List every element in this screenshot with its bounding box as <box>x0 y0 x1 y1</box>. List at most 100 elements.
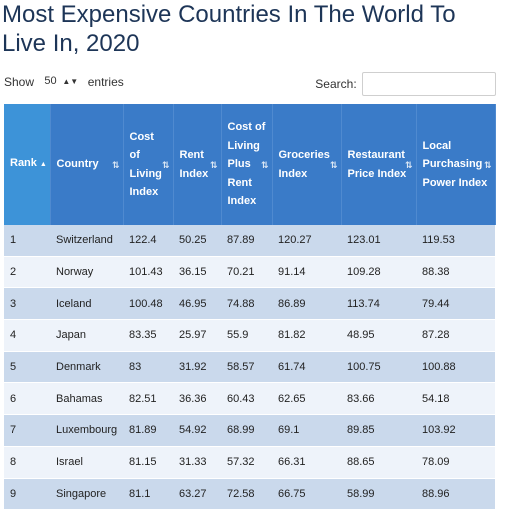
sort-both-icon: ⇅ <box>161 160 170 170</box>
page-length-select[interactable]: 50 ▲▼ <box>41 74 81 90</box>
table-cell: 58.57 <box>221 351 272 384</box>
table-row: 3 Iceland 100.48 46.95 74.88 86.89 113.74 79.44 <box>4 287 495 321</box>
select-arrows-icon: ▲▼ <box>62 77 79 87</box>
column-header-label: Cost of Living Plus Rent Index <box>227 121 266 208</box>
countries-table: Rank ▲ Country ⇅ Cost of Living Index ⇅ Rent I… <box>4 104 496 510</box>
table-cell: Luxembourg <box>50 414 123 447</box>
column-header-label: Restaurant Price Index <box>347 149 407 180</box>
table-cell: 60.43 <box>221 382 272 416</box>
table-cell: 62.65 <box>272 382 341 416</box>
table-cell: 36.15 <box>173 256 221 289</box>
table-cell: 119.53 <box>416 225 495 257</box>
table-cell: 81.15 <box>123 446 173 479</box>
table-cell: 88.96 <box>416 478 495 510</box>
table-cell: 83.35 <box>123 319 173 352</box>
table-cell: 72.58 <box>221 478 272 510</box>
column-header[interactable]: Cost of Living Index ⇅ <box>123 104 174 225</box>
table-cell: 7 <box>4 414 50 447</box>
column-header[interactable]: Rent Index ⇅ <box>173 104 222 225</box>
table-cell: 103.92 <box>416 414 495 447</box>
table-row: 5 Denmark 83 31.92 58.57 61.74 100.75 100.88 <box>4 351 495 384</box>
table-cell: 79.44 <box>416 287 495 321</box>
table-cell: 88.38 <box>416 256 495 289</box>
table-cell: 54.18 <box>416 382 495 416</box>
table-cell: Switzerland <box>50 225 123 257</box>
column-header-label: Local Purchasing Power Index <box>422 139 488 189</box>
column-header[interactable]: Country ⇅ <box>50 104 124 225</box>
table-cell: Japan <box>50 319 123 352</box>
sort-both-icon: ⇅ <box>329 160 338 170</box>
table-cell: 70.21 <box>221 256 272 289</box>
table-cell: 8 <box>4 446 50 479</box>
table-cell: 81.82 <box>272 319 341 352</box>
table-cell: 6 <box>4 382 50 416</box>
table-cell: 55.9 <box>221 319 272 352</box>
table-cell: 74.88 <box>221 287 272 321</box>
table-cell: 61.74 <box>272 351 341 384</box>
table-body: 1 Switzerland 122.4 50.25 87.89 120.27 123.01 1… <box>4 225 495 510</box>
table-cell: 50.25 <box>173 225 221 257</box>
table-cell: 25.97 <box>173 319 221 352</box>
table-cell: 5 <box>4 351 50 384</box>
table-cell: 87.28 <box>416 319 495 352</box>
sort-both-icon: ⇅ <box>209 160 218 170</box>
table-cell: 86.89 <box>272 287 341 321</box>
table-cell: 36.36 <box>173 382 221 416</box>
entries-label: entries <box>87 74 124 89</box>
column-header[interactable]: Groceries Index ⇅ <box>272 104 342 225</box>
table-cell: 100.75 <box>341 351 416 384</box>
show-label: Show <box>4 74 35 89</box>
table-cell: 57.32 <box>221 446 272 479</box>
search-control: Search: <box>315 72 496 96</box>
table-cell: 66.31 <box>272 446 341 479</box>
table-cell: 66.75 <box>272 478 341 510</box>
table-cell: 63.27 <box>173 478 221 510</box>
table-cell: 3 <box>4 287 50 321</box>
sort-both-icon: ⇅ <box>404 160 413 170</box>
column-header-label: Cost of Living Index <box>129 130 162 199</box>
table-cell: 48.95 <box>341 319 416 352</box>
table-cell: 9 <box>4 478 50 510</box>
table-cell: 31.33 <box>173 446 221 479</box>
table-cell: 2 <box>4 256 50 289</box>
table-row: 4 Japan 83.35 25.97 55.9 81.82 48.95 87.28 <box>4 319 495 352</box>
table-cell: Singapore <box>50 478 123 510</box>
search-input[interactable] <box>362 72 496 96</box>
table-cell: 101.43 <box>123 256 173 289</box>
table-cell: 123.01 <box>341 225 416 257</box>
table-row: 9 Singapore 81.1 63.27 72.58 66.75 58.99 88.96 <box>4 478 495 510</box>
table-cell: Denmark <box>50 351 123 384</box>
table-cell: Bahamas <box>50 382 123 416</box>
table-cell: 100.88 <box>416 351 495 384</box>
search-label: Search: <box>315 77 357 91</box>
table-cell: Iceland <box>50 287 123 321</box>
table-cell: 69.1 <box>272 414 341 447</box>
table-cell: 100.48 <box>123 287 173 321</box>
table-row: 1 Switzerland 122.4 50.25 87.89 120.27 123.01 1… <box>4 225 495 257</box>
column-header[interactable]: Rank ▲ <box>4 104 51 225</box>
table-cell: 81.89 <box>123 414 173 447</box>
table-row: 8 Israel 81.15 31.33 57.32 66.31 88.65 78.09 <box>4 446 495 479</box>
table-cell: 87.89 <box>221 225 272 257</box>
table-cell: 78.09 <box>416 446 495 479</box>
table-header-row: Rank ▲ Country ⇅ Cost of Living Index ⇅ Rent I… <box>4 104 496 225</box>
table-cell: 122.4 <box>123 225 173 257</box>
table-cell: 68.99 <box>221 414 272 447</box>
column-header[interactable]: Restaurant Price Index ⇅ <box>341 104 417 225</box>
table-cell: Israel <box>50 446 123 479</box>
column-header-label: Country <box>56 158 99 171</box>
column-header[interactable]: Cost of Living Plus Rent Index ⇅ <box>221 104 273 225</box>
table-cell: 83 <box>123 351 173 384</box>
column-header[interactable]: Local Purchasing Power Index ⇅ <box>416 104 496 225</box>
page-length-value: 50 <box>44 75 57 88</box>
sort-both-icon: ⇅ <box>260 160 269 170</box>
table-cell: 58.99 <box>341 478 416 510</box>
sort-both-icon: ⇅ <box>483 160 492 170</box>
table-row: 2 Norway 101.43 36.15 70.21 91.14 109.28 88.38 <box>4 256 495 289</box>
table-cell: 1 <box>4 225 50 257</box>
table-row: 7 Luxembourg 81.89 54.92 68.99 69.1 89.85 103.9… <box>4 414 495 447</box>
table-cell: 54.92 <box>173 414 221 447</box>
table-controls: Show 50 ▲▼ entries Search: <box>4 72 496 102</box>
table-cell: 4 <box>4 319 50 352</box>
table-cell: 82.51 <box>123 382 173 416</box>
